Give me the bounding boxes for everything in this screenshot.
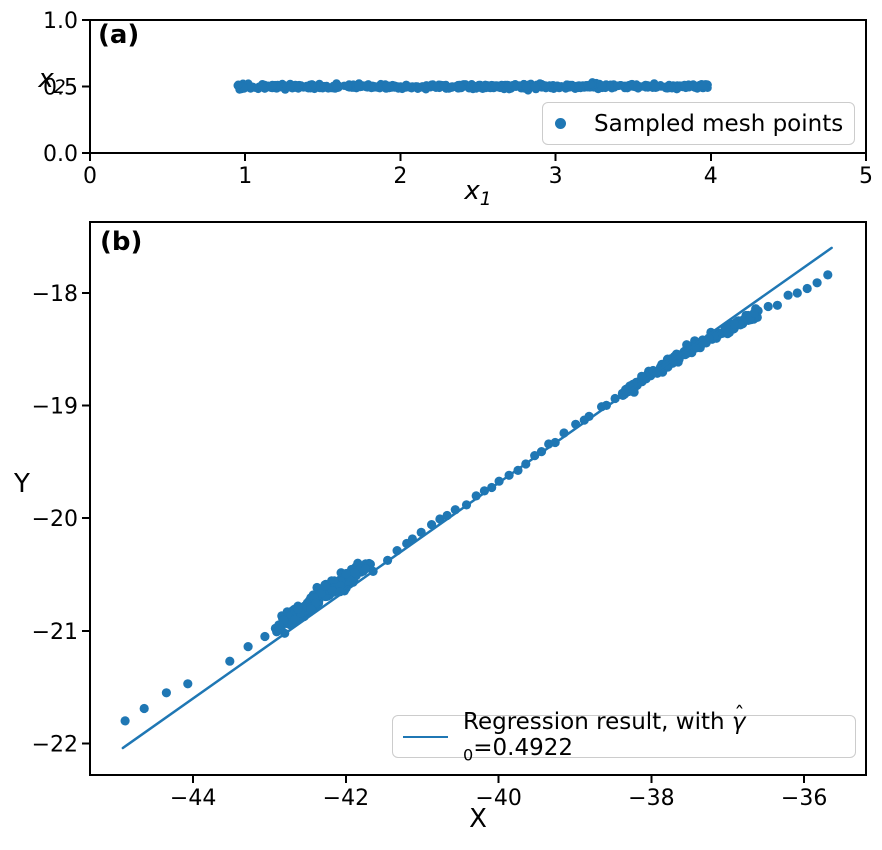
panel-a-ticks: 0 1 2 3 4 5 0.0 0.5 1.0: [43, 9, 873, 189]
panel-b-data-upper-band: [617, 304, 763, 400]
panel-a-xtick-label: 5: [859, 164, 873, 189]
panel-a-xtick-label: 4: [704, 164, 718, 189]
legend-b-label-prefix: Regression result, with: [463, 708, 732, 735]
legend-dot-marker-icon: [555, 118, 566, 129]
legend-line-marker-icon: [403, 735, 448, 738]
panel-b-xtick-label: −42: [323, 786, 369, 811]
panel-a-ytick-label: 0.0: [43, 142, 78, 167]
xaxis-a-label-sub: 1: [479, 189, 492, 211]
panel-b-ytick-label: −18: [32, 282, 78, 307]
panel-a-xtick-label: 3: [549, 164, 563, 189]
legend-b-label-suffix: =0.4922: [473, 734, 573, 761]
gamma-glyph: γ: [731, 708, 746, 735]
legend-b-label: Regression result, with γ ˆ 0=0.4922: [463, 702, 855, 765]
panel-b-data-cluster: [270, 558, 378, 638]
panel-b: −44 −42 −40 −38 −36 −18 −19 −20 −21 −22: [32, 221, 867, 811]
panel-b-regression-line: [121, 246, 833, 750]
panel-a-label: (a): [98, 20, 140, 50]
panel-a-yaxis-label: x2: [38, 66, 65, 98]
yaxis-b-label-base: Y: [14, 469, 30, 500]
panel-b-data-left-tail: [120, 631, 270, 726]
panel-b-xtick-label: −36: [781, 786, 827, 811]
panel-b-xtick-label: −44: [170, 786, 216, 811]
panel-a-sampled-mesh-points: [233, 78, 712, 95]
panel-b-frame: [89, 221, 867, 776]
yaxis-a-label-base: x: [38, 64, 54, 95]
panel-b-ytick-label: −21: [32, 620, 78, 645]
panel-a-series: [233, 78, 712, 95]
xaxis-a-label-base: x: [464, 176, 480, 206]
yaxis-a-label-sub: 2: [53, 77, 66, 99]
xaxis-b-label-base: X: [469, 804, 487, 834]
panel-b-ytick-label: −20: [32, 507, 78, 532]
panel-b-ytick-label: −22: [32, 732, 78, 757]
panel-b-series: [120, 246, 833, 750]
panel-b-yaxis-label: Y: [14, 471, 30, 503]
panel-b-xtick-label: −40: [475, 786, 521, 811]
panel-a-ytick-label: 1.0: [43, 9, 78, 34]
panel-a-ytick-label: 0.5: [43, 76, 78, 101]
panel-a: 0 1 2 3 4 5 0.0 0.5 1.0: [43, 9, 873, 189]
panel-a-xtick-label: 2: [393, 164, 407, 189]
panel-b-legend: Regression result, with γ ˆ 0=0.4922: [392, 702, 856, 764]
panel-b-xtick-label: −38: [628, 786, 674, 811]
panel-b-label: (b): [100, 227, 143, 257]
panel-a-xtick-label: 0: [83, 164, 97, 189]
panel-a-xaxis-label: x1: [464, 178, 491, 210]
gamma-subscript: 0: [463, 745, 474, 765]
panel-b-ytick-label: −19: [32, 395, 78, 420]
legend-a-label: Sampled mesh points: [594, 110, 844, 137]
panel-b-ticks: −44 −42 −40 −38 −36 −18 −19 −20 −21 −22: [32, 282, 828, 811]
panel-b-data-right-tail: [763, 270, 833, 312]
hat-glyph: ˆ: [734, 701, 745, 726]
panel-a-legend: Sampled mesh points: [542, 102, 855, 145]
panel-b-xaxis-label: X: [469, 806, 487, 838]
panel-a-xtick-label: 1: [238, 164, 252, 189]
